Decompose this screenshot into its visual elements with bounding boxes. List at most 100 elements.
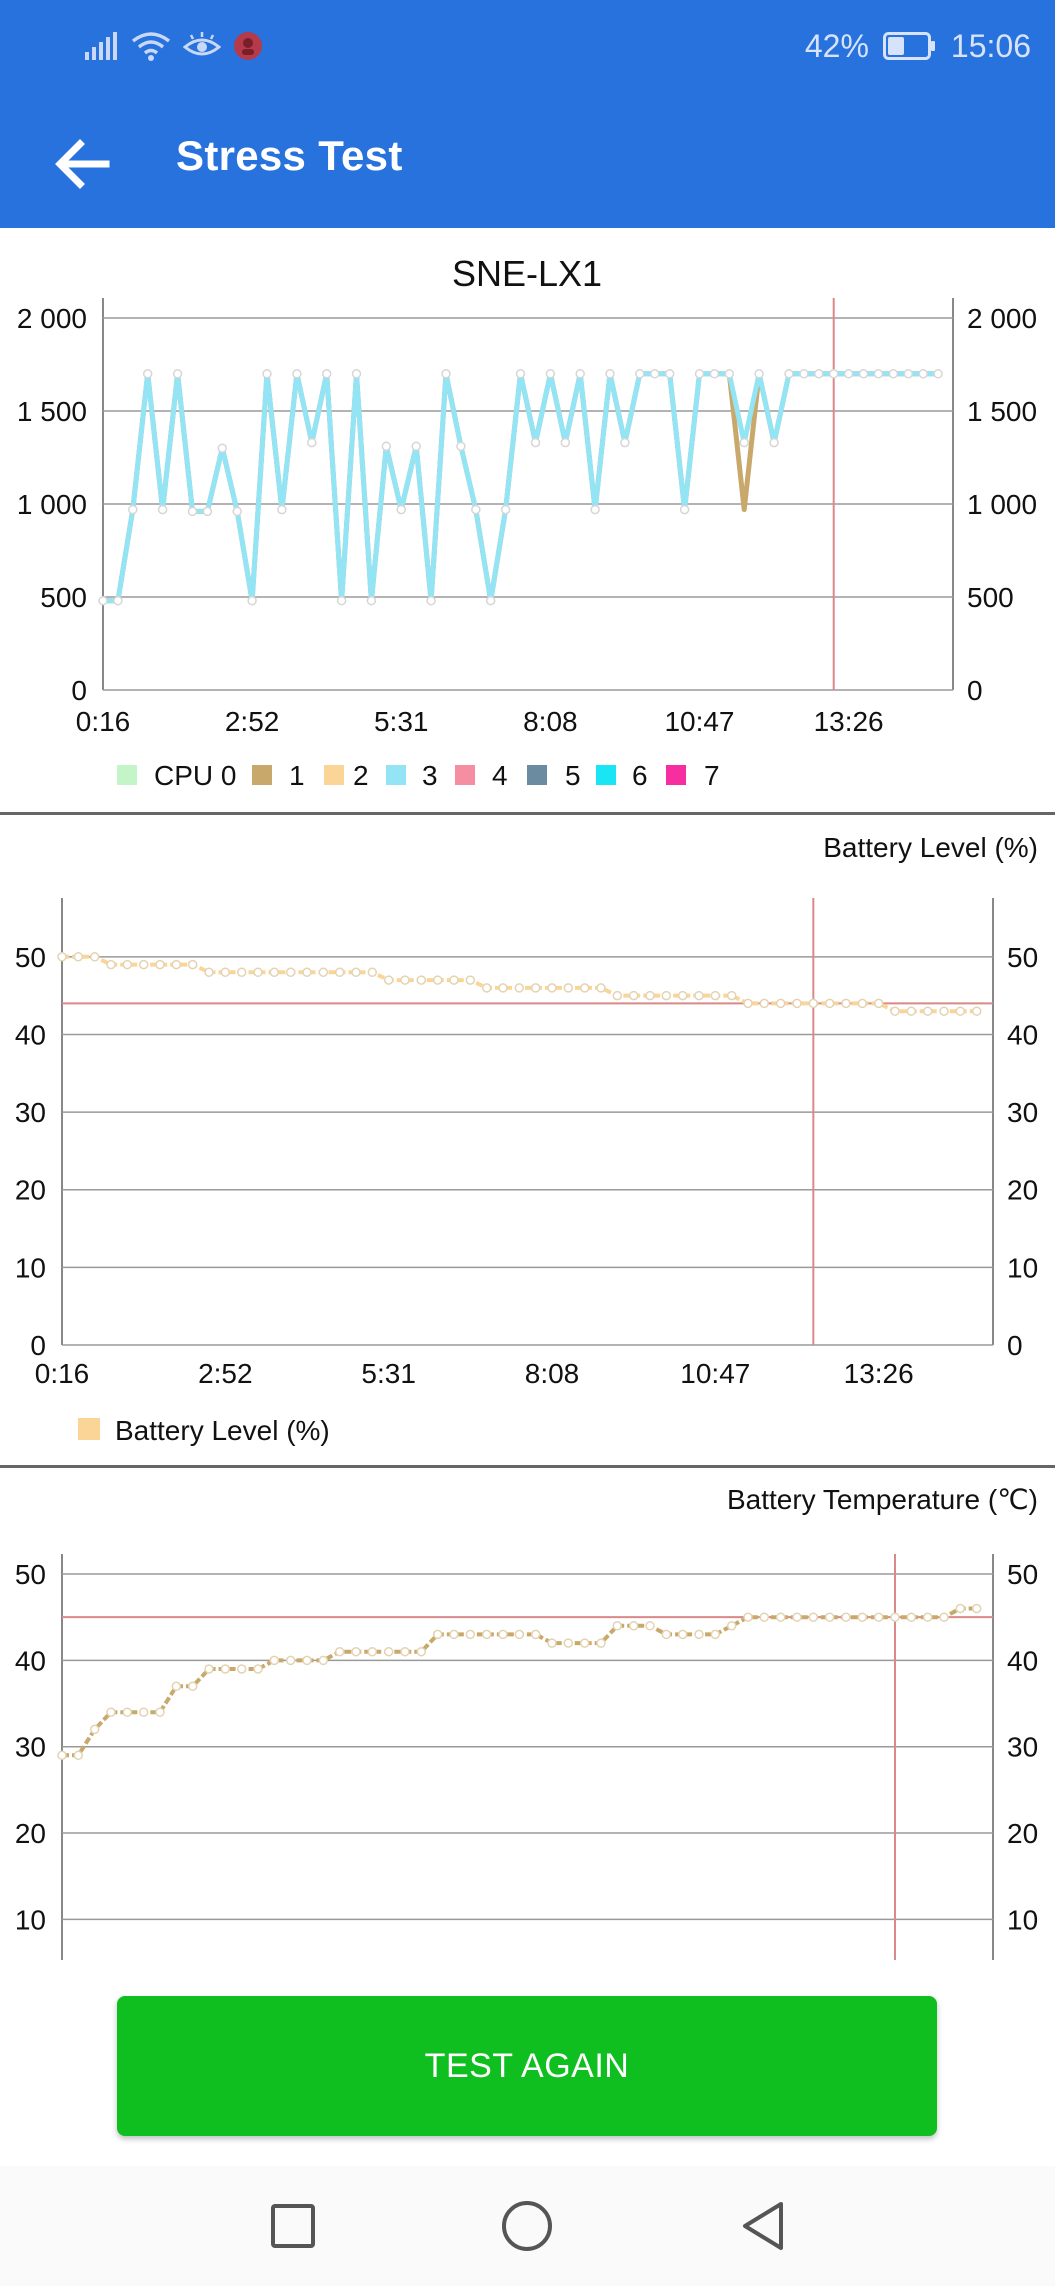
data-point bbox=[498, 983, 508, 993]
data-point bbox=[792, 998, 802, 1009]
data-point bbox=[471, 504, 481, 515]
data-point bbox=[318, 1655, 329, 1666]
data-point bbox=[906, 1612, 917, 1622]
data-point bbox=[677, 1629, 688, 1640]
data-point bbox=[843, 369, 854, 379]
data-point bbox=[828, 369, 839, 379]
chart-title: SNE-LX1 bbox=[452, 253, 602, 294]
data-point bbox=[694, 990, 704, 1001]
data-point bbox=[709, 369, 720, 379]
data-point bbox=[292, 369, 302, 379]
data-point bbox=[142, 369, 153, 379]
battery-level-chart: Battery Level (%) 0 0 10 10 20 20 30 30 40 40 50 50… bbox=[15, 832, 1038, 1446]
y-tick-label-right: 20 bbox=[1007, 1175, 1038, 1206]
data-point bbox=[485, 595, 496, 606]
data-point bbox=[302, 967, 312, 978]
data-point bbox=[841, 1612, 851, 1622]
section-divider bbox=[0, 1465, 1055, 1468]
data-point bbox=[318, 967, 329, 978]
data-point bbox=[710, 1629, 721, 1640]
axis-labels: 0 0 10 10 20 20 30 30 40 40 50 50 0:16 2:52 5:31 8:08 10… bbox=[15, 942, 1038, 1389]
data-point bbox=[351, 967, 361, 978]
data-point bbox=[232, 506, 242, 517]
data-point bbox=[799, 369, 809, 379]
data-point bbox=[560, 437, 571, 448]
data-point bbox=[98, 595, 108, 606]
data-point bbox=[202, 506, 213, 517]
y-tick-label-left: 50 bbox=[15, 1559, 46, 1590]
y-tick-label-left: 1 000 bbox=[17, 489, 87, 520]
data-point bbox=[590, 504, 600, 515]
y-tick-label-right: 40 bbox=[1007, 1019, 1038, 1050]
navigation-bar bbox=[0, 2166, 1055, 2286]
data-point bbox=[411, 441, 421, 452]
data-point bbox=[664, 369, 675, 379]
data-point bbox=[155, 1707, 165, 1717]
data-point bbox=[775, 1612, 786, 1622]
eye-comfort-icon bbox=[183, 32, 221, 56]
data-point bbox=[465, 1629, 476, 1640]
y-tick-label-left: 0 bbox=[30, 1330, 46, 1361]
legend-label-cpu4: 4 bbox=[492, 760, 508, 791]
status-icons bbox=[85, 22, 263, 70]
chart-grid bbox=[61, 1554, 994, 1960]
y-tick-label-left: 1 500 bbox=[17, 396, 87, 427]
data-point bbox=[547, 983, 557, 993]
chart-marks bbox=[57, 1554, 993, 1960]
back-nav-button[interactable] bbox=[731, 2194, 795, 2258]
data-point bbox=[922, 1612, 933, 1622]
data-point bbox=[113, 595, 123, 606]
data-point bbox=[449, 975, 459, 985]
square-recents-icon bbox=[271, 2204, 315, 2248]
y-tick-label-right: 1 500 bbox=[967, 396, 1037, 427]
chart-grid bbox=[102, 298, 954, 691]
data-point bbox=[269, 967, 280, 978]
series-line bbox=[103, 371, 939, 604]
data-point bbox=[187, 1681, 198, 1692]
data-point bbox=[726, 990, 737, 1001]
y-tick-label-right: 0 bbox=[967, 675, 983, 706]
data-point bbox=[635, 369, 645, 379]
data-point bbox=[955, 1603, 966, 1614]
data-point bbox=[824, 998, 835, 1009]
data-point bbox=[955, 1006, 966, 1016]
data-point bbox=[498, 1629, 508, 1640]
data-point bbox=[563, 983, 574, 993]
battery-temperature-chart: Battery Temperature (℃) 10 10 20 20 30 30 40 40… bbox=[15, 1484, 1038, 1960]
notification-app-icon bbox=[234, 32, 262, 60]
test-again-button[interactable]: TEST AGAIN bbox=[117, 1996, 937, 2136]
legend-label-cpu5: 5 bbox=[565, 760, 581, 791]
recents-button[interactable] bbox=[261, 2194, 325, 2258]
data-point bbox=[890, 1006, 900, 1016]
legend-swatch-cpu1 bbox=[252, 765, 272, 785]
y-tick-label-left: 30 bbox=[15, 1732, 46, 1763]
data-point bbox=[155, 959, 165, 970]
data-point bbox=[253, 1664, 263, 1674]
y-tick-label-right: 10 bbox=[1007, 1904, 1038, 1935]
data-point bbox=[530, 983, 541, 993]
data-point bbox=[530, 437, 541, 448]
legend-label-cpu7: 7 bbox=[704, 760, 720, 791]
data-point bbox=[285, 1655, 296, 1666]
data-point bbox=[171, 1681, 182, 1692]
data-point bbox=[933, 369, 943, 379]
back-button[interactable] bbox=[44, 126, 120, 202]
home-button[interactable] bbox=[495, 2194, 559, 2258]
data-point bbox=[939, 1612, 949, 1622]
data-point bbox=[383, 975, 394, 985]
data-point bbox=[57, 952, 67, 962]
x-tick-label: 10:47 bbox=[664, 706, 734, 737]
data-point bbox=[857, 1612, 868, 1622]
data-point bbox=[841, 998, 851, 1009]
data-point bbox=[759, 1612, 770, 1622]
data-point bbox=[57, 1750, 67, 1761]
data-point bbox=[769, 437, 779, 448]
cpu-chart-section: SNE-LX1 0 0 500 500 1 000 1 000 1 500 1 500 2 00… bbox=[0, 228, 1055, 813]
data-point bbox=[302, 1655, 312, 1666]
y-tick-label-left: 20 bbox=[15, 1818, 46, 1849]
chart-grid bbox=[61, 898, 994, 1346]
data-point bbox=[367, 1646, 378, 1657]
data-point bbox=[500, 504, 511, 515]
x-tick-label: 8:08 bbox=[523, 706, 578, 737]
legend-label-cpu1: 1 bbox=[289, 760, 305, 791]
